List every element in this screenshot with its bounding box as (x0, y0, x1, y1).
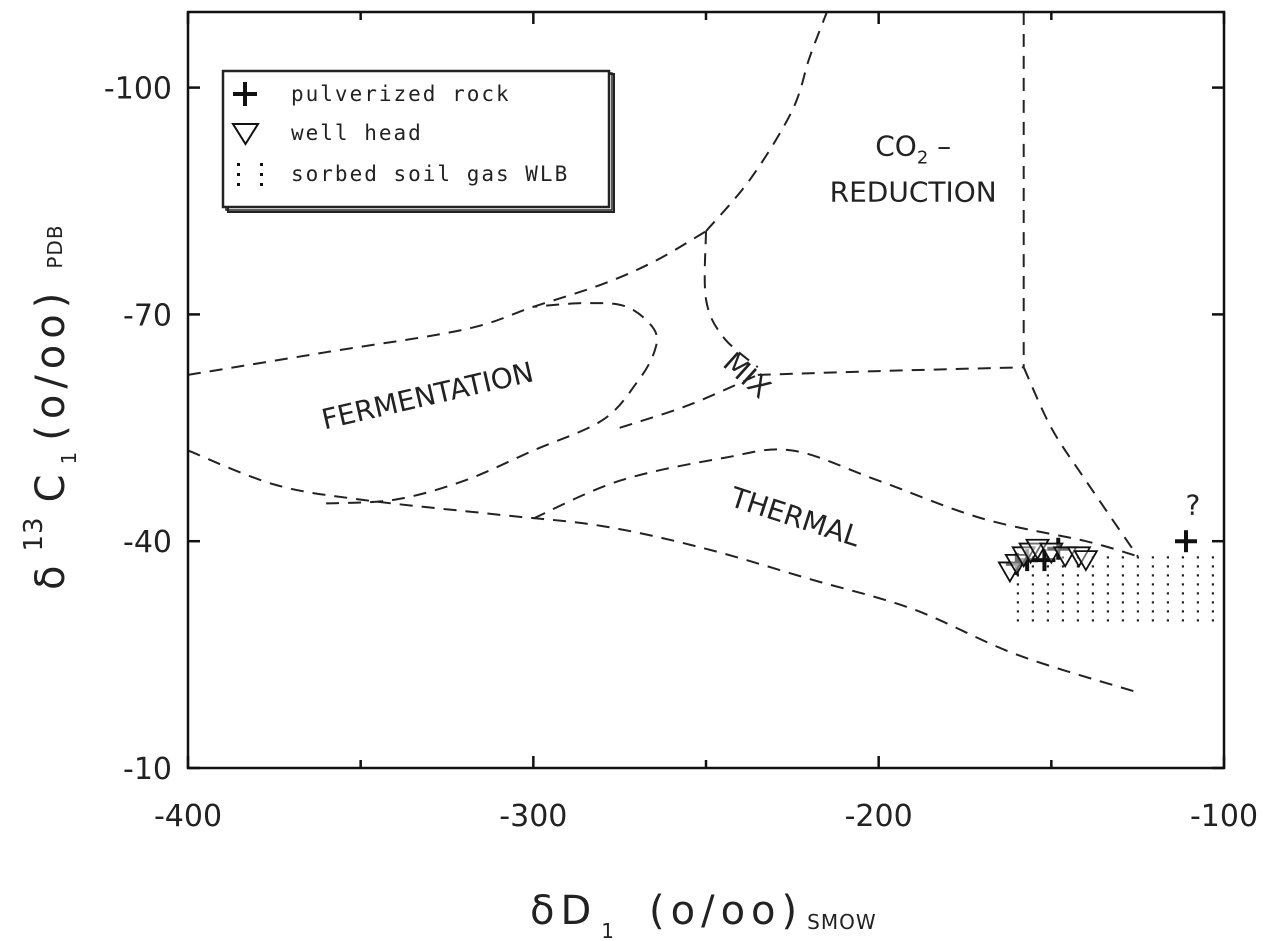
y-axis-title-c: C (28, 468, 74, 502)
region-label-reduction-line2: REDUCTION (830, 176, 997, 209)
boundary-fermentation-loop (326, 302, 659, 505)
region-label-reduction: CO2 – (875, 130, 951, 169)
legend-box (221, 69, 611, 209)
x-axis-title-units: (o/oo) (649, 888, 803, 934)
y-tick-label: -40 (123, 525, 172, 560)
y-axis-title-units: (o/oo) (28, 287, 74, 441)
legend-triangle-down-icon (231, 123, 260, 146)
legend-label-pulverized-rock: pulverized rock (291, 82, 511, 106)
boundary-upper-left-diagonal (705, 11, 828, 232)
x-tick-label: -100 (1190, 799, 1258, 834)
point-well-head (1011, 546, 1037, 569)
y-axis-title-sub2: PDB (43, 224, 67, 268)
boundary-lower-boundary (187, 449, 1138, 694)
region-label-fermentation: FERMENTATION (319, 355, 537, 436)
legend-plus-icon (233, 82, 257, 106)
x-tick-label: -200 (845, 799, 913, 834)
region-label-thermal: THERMAL (725, 480, 864, 553)
y-axis-title-sub1: 1 (57, 451, 81, 465)
y-axis-title-main: δ (28, 560, 74, 590)
x-tick-label: -300 (499, 799, 567, 834)
point-pulverized-rock (1175, 530, 1198, 553)
x-axis-title: δD 1 (o/oo) SMOW (530, 888, 877, 941)
boundary-co2-lower (1022, 366, 1139, 557)
boundary-mix-top (703, 231, 759, 369)
x-axis-title-sub1: 1 (601, 919, 615, 941)
boundary-thermal-upper (532, 448, 1138, 558)
region-label-mix: MIX (717, 346, 777, 405)
y-tick-label: -100 (104, 72, 172, 107)
boundary-mid-line (757, 366, 1024, 376)
region-label-question: ? (1185, 489, 1200, 522)
legend: pulverized rock well head sorbed soil ga… (221, 69, 615, 213)
y-axis-title-sup: 13 (19, 516, 49, 551)
x-axis-title-sub2: SMOW (807, 910, 876, 934)
ticks-layer: -400 -300 -200 -100 -100 -70 -40 -10 (104, 12, 1258, 834)
x-tick-label: -400 (154, 799, 222, 834)
y-axis-title: δ 13 C 1 (o/oo) PDB (19, 224, 81, 590)
point-well-head (1073, 550, 1099, 572)
legend-label-sorbed-soil-gas: sorbed soil gas WLB (291, 162, 569, 186)
boundaries-layer (187, 11, 1139, 694)
legend-dots-icon (237, 163, 263, 186)
point-well-head (1018, 542, 1044, 565)
y-tick-label: -70 (123, 298, 172, 333)
legend-label-well-head: well head (291, 121, 423, 145)
x-axis-title-main: δD (530, 888, 597, 934)
y-tick-label: -10 (123, 752, 172, 787)
points-layer (997, 530, 1198, 584)
boundary-mix-connector (619, 373, 759, 429)
boundary-fermentation-upper (187, 230, 707, 376)
